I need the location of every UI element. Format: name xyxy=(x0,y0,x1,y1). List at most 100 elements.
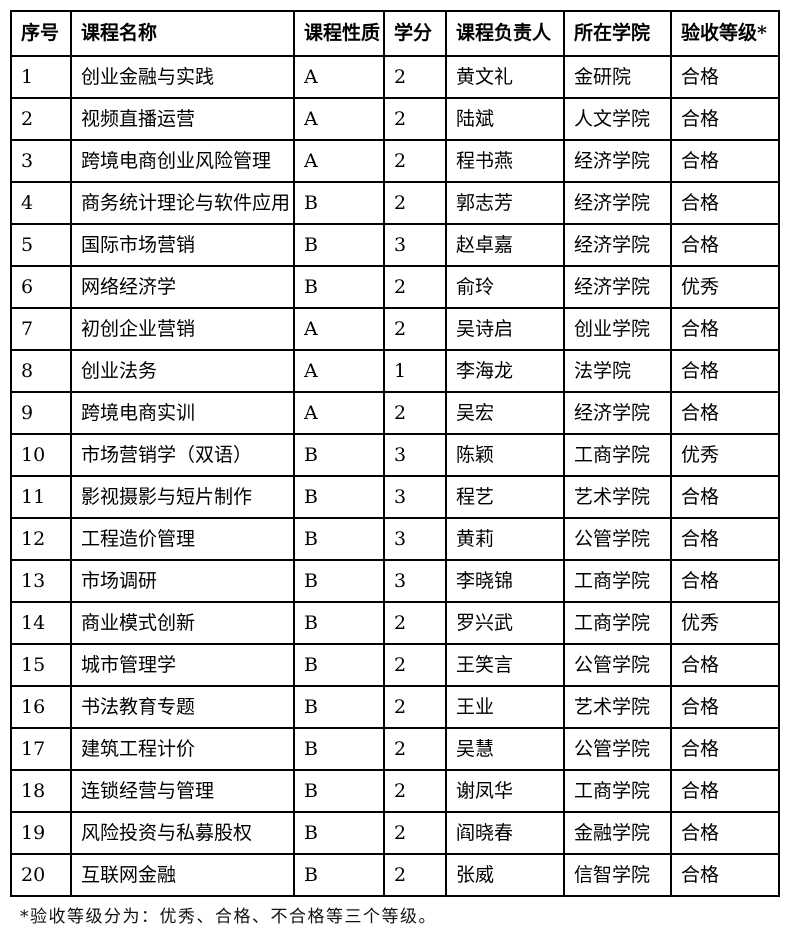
table-row: 14 商业模式创新 B 2 罗兴武 工商学院 优秀 xyxy=(10,601,780,645)
cell-credits: 2 xyxy=(383,181,447,225)
cell-course-name: 工程造价管理 xyxy=(70,517,295,561)
course-acceptance-table: 序号 课程名称 课程性质 学分 课程负责人 所在学院 验收等级* 1 创业金融与实… xyxy=(10,10,780,897)
cell-course-name: 建筑工程计价 xyxy=(70,727,295,771)
cell-grade: 合格 xyxy=(670,643,780,687)
course-table-body: 1 创业金融与实践 A 2 黄文礼 金研院 合格 2 视频直播运营 A 2 陆斌 人文学院 合格 3 跨境电商… xyxy=(10,55,780,897)
cell-course-nature: A xyxy=(293,391,385,435)
cell-credits: 2 xyxy=(383,685,447,729)
cell-grade: 合格 xyxy=(670,223,780,267)
cell-credits: 2 xyxy=(383,307,447,351)
cell-college: 工商学院 xyxy=(563,769,672,813)
cell-credits: 3 xyxy=(383,433,447,477)
cell-credits: 2 xyxy=(383,769,447,813)
cell-course-nature: B xyxy=(293,811,385,855)
cell-leader: 郭志芳 xyxy=(445,181,565,225)
cell-leader: 罗兴武 xyxy=(445,601,565,645)
cell-course-name: 风险投资与私募股权 xyxy=(70,811,295,855)
cell-college: 法学院 xyxy=(563,349,672,393)
table-row: 18 连锁经营与管理 B 2 谢凤华 工商学院 合格 xyxy=(10,769,780,813)
header-cell-course-name: 课程名称 xyxy=(70,10,295,57)
cell-grade: 合格 xyxy=(670,769,780,813)
cell-grade: 合格 xyxy=(670,727,780,771)
table-row: 2 视频直播运营 A 2 陆斌 人文学院 合格 xyxy=(10,97,780,141)
cell-college: 公管学院 xyxy=(563,727,672,771)
cell-credits: 2 xyxy=(383,853,447,897)
cell-course-nature: B xyxy=(293,853,385,897)
cell-college: 经济学院 xyxy=(563,223,672,267)
cell-course-name: 城市管理学 xyxy=(70,643,295,687)
table-row: 20 互联网金融 B 2 张威 信智学院 合格 xyxy=(10,853,780,897)
cell-course-name: 网络经济学 xyxy=(70,265,295,309)
cell-course-nature: A xyxy=(293,55,385,99)
cell-course-nature: A xyxy=(293,349,385,393)
cell-leader: 陆斌 xyxy=(445,97,565,141)
cell-course-name: 互联网金融 xyxy=(70,853,295,897)
table-row: 12 工程造价管理 B 3 黄莉 公管学院 合格 xyxy=(10,517,780,561)
cell-no: 4 xyxy=(10,181,72,225)
cell-no: 19 xyxy=(10,811,72,855)
cell-leader: 黄文礼 xyxy=(445,55,565,99)
cell-grade: 合格 xyxy=(670,811,780,855)
table-row: 11 影视摄影与短片制作 B 3 程艺 艺术学院 合格 xyxy=(10,475,780,519)
table-row: 3 跨境电商创业风险管理 A 2 程书燕 经济学院 合格 xyxy=(10,139,780,183)
cell-course-nature: B xyxy=(293,685,385,729)
cell-grade: 合格 xyxy=(670,391,780,435)
table-row: 17 建筑工程计价 B 2 吴慧 公管学院 合格 xyxy=(10,727,780,771)
cell-no: 11 xyxy=(10,475,72,519)
cell-course-nature: B xyxy=(293,223,385,267)
table-row: 10 市场营销学（双语） B 3 陈颖 工商学院 优秀 xyxy=(10,433,780,477)
cell-college: 工商学院 xyxy=(563,559,672,603)
header-cell-leader: 课程负责人 xyxy=(445,10,565,57)
cell-leader: 王笑言 xyxy=(445,643,565,687)
cell-leader: 赵卓嘉 xyxy=(445,223,565,267)
cell-course-name: 影视摄影与短片制作 xyxy=(70,475,295,519)
table-row: 7 初创企业营销 A 2 吴诗启 创业学院 合格 xyxy=(10,307,780,351)
table-row: 1 创业金融与实践 A 2 黄文礼 金研院 合格 xyxy=(10,55,780,99)
cell-credits: 2 xyxy=(383,811,447,855)
cell-college: 经济学院 xyxy=(563,391,672,435)
cell-credits: 3 xyxy=(383,475,447,519)
cell-no: 18 xyxy=(10,769,72,813)
cell-college: 艺术学院 xyxy=(563,685,672,729)
cell-college: 金融学院 xyxy=(563,811,672,855)
cell-college: 金研院 xyxy=(563,55,672,99)
cell-course-nature: B xyxy=(293,517,385,561)
cell-course-nature: B xyxy=(293,769,385,813)
cell-leader: 张威 xyxy=(445,853,565,897)
table-row: 5 国际市场营销 B 3 赵卓嘉 经济学院 合格 xyxy=(10,223,780,267)
table-row: 15 城市管理学 B 2 王笑言 公管学院 合格 xyxy=(10,643,780,687)
cell-no: 9 xyxy=(10,391,72,435)
cell-leader: 吴诗启 xyxy=(445,307,565,351)
cell-grade: 合格 xyxy=(670,517,780,561)
cell-grade: 合格 xyxy=(670,559,780,603)
cell-no: 20 xyxy=(10,853,72,897)
cell-no: 12 xyxy=(10,517,72,561)
cell-course-nature: B xyxy=(293,433,385,477)
cell-course-name: 跨境电商实训 xyxy=(70,391,295,435)
cell-no: 5 xyxy=(10,223,72,267)
table-row: 8 创业法务 A 1 李海龙 法学院 合格 xyxy=(10,349,780,393)
cell-course-nature: A xyxy=(293,97,385,141)
cell-course-nature: B xyxy=(293,181,385,225)
cell-course-name: 国际市场营销 xyxy=(70,223,295,267)
table-row: 4 商务统计理论与软件应用 B 2 郭志芳 经济学院 合格 xyxy=(10,181,780,225)
table-row: 9 跨境电商实训 A 2 吴宏 经济学院 合格 xyxy=(10,391,780,435)
cell-credits: 3 xyxy=(383,559,447,603)
cell-course-name: 连锁经营与管理 xyxy=(70,769,295,813)
cell-college: 公管学院 xyxy=(563,517,672,561)
cell-college: 艺术学院 xyxy=(563,475,672,519)
cell-college: 信智学院 xyxy=(563,853,672,897)
header-cell-course-nature: 课程性质 xyxy=(293,10,385,57)
header-cell-college: 所在学院 xyxy=(563,10,672,57)
cell-credits: 3 xyxy=(383,223,447,267)
cell-credits: 2 xyxy=(383,391,447,435)
cell-course-nature: B xyxy=(293,727,385,771)
cell-no: 14 xyxy=(10,601,72,645)
cell-leader: 吴慧 xyxy=(445,727,565,771)
cell-no: 13 xyxy=(10,559,72,603)
cell-grade: 优秀 xyxy=(670,265,780,309)
cell-course-name: 商务统计理论与软件应用 xyxy=(70,181,295,225)
cell-no: 2 xyxy=(10,97,72,141)
cell-leader: 黄莉 xyxy=(445,517,565,561)
cell-college: 工商学院 xyxy=(563,601,672,645)
